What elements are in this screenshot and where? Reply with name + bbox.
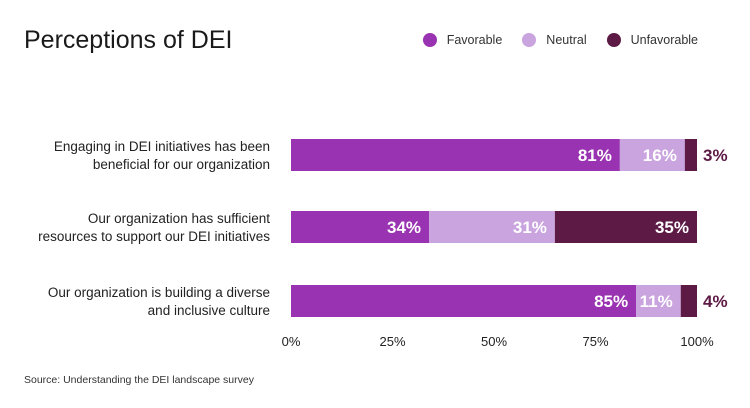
bar-segment (291, 139, 620, 171)
data-label: 3% (703, 146, 728, 165)
x-tick-label: 75% (582, 334, 608, 349)
x-tick-label: 50% (481, 334, 507, 349)
data-label: 16% (643, 146, 677, 165)
category-label: Engaging in DEI initiatives has been (54, 139, 270, 154)
bar-segment (291, 285, 637, 317)
data-label: 35% (655, 218, 689, 237)
data-label: 81% (578, 146, 612, 165)
legend-swatch (606, 33, 621, 47)
legend-item: Favorable (422, 33, 503, 47)
data-label: 31% (513, 218, 547, 237)
data-label: 85% (594, 292, 628, 311)
category-label: Our organization is building a diverse (48, 285, 270, 300)
x-tick-label: 100% (680, 334, 714, 349)
bar-segment (619, 139, 685, 171)
legend-label: Favorable (446, 33, 503, 47)
bar-segment (291, 211, 430, 243)
x-tick-label: 0% (282, 334, 301, 349)
data-label: 11% (640, 292, 673, 311)
bar-segment (680, 285, 697, 317)
category-label: resources to support our DEI initiatives (38, 229, 270, 244)
category-label: beneficial for our organization (93, 157, 270, 172)
legend-swatch (422, 33, 437, 47)
data-label: 34% (387, 218, 421, 237)
legend-swatch (522, 33, 537, 47)
bar-segment (636, 285, 681, 317)
legend-label: Neutral (546, 33, 587, 47)
chart-title: Perceptions of DEI (24, 26, 233, 54)
data-label: 4% (703, 292, 728, 311)
legend-item: Unfavorable (606, 33, 698, 47)
legend-label: Unfavorable (630, 33, 698, 47)
source-note: Source: Understanding the DEI landscape … (24, 374, 254, 386)
legend: Favorable Neutral Unfavorable (422, 33, 698, 47)
x-tick-label: 25% (379, 334, 405, 349)
bar-segment (684, 139, 697, 171)
legend-item: Neutral (522, 33, 587, 47)
category-label: Our organization has sufficient (88, 211, 270, 226)
bar-segment (429, 211, 555, 243)
bar-segment (554, 211, 697, 243)
category-label: and inclusive culture (148, 303, 270, 318)
